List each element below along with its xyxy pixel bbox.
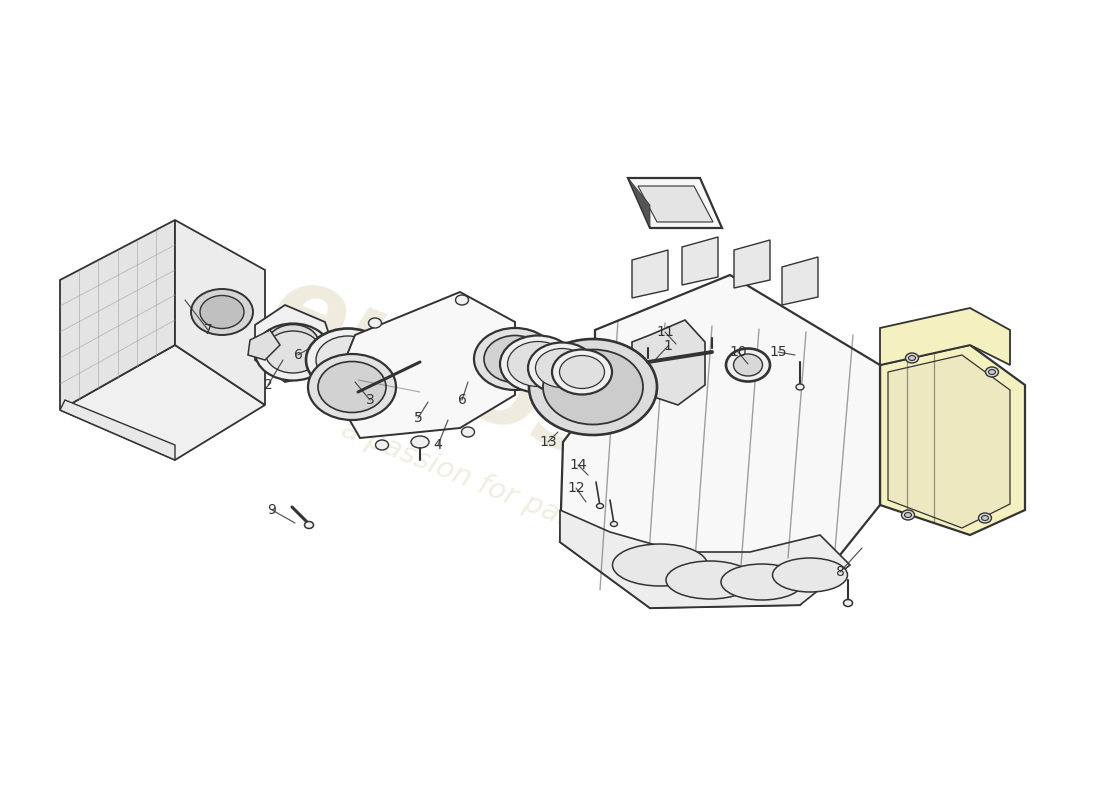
- Text: 8: 8: [836, 565, 845, 579]
- Ellipse shape: [191, 289, 253, 335]
- Text: 4: 4: [433, 438, 442, 452]
- Ellipse shape: [560, 355, 605, 389]
- Text: 2: 2: [264, 378, 273, 392]
- Polygon shape: [734, 240, 770, 288]
- Ellipse shape: [902, 510, 914, 520]
- Polygon shape: [560, 510, 850, 608]
- Ellipse shape: [316, 336, 380, 384]
- Polygon shape: [248, 330, 280, 360]
- Ellipse shape: [986, 367, 999, 377]
- Ellipse shape: [981, 515, 989, 521]
- Polygon shape: [880, 345, 1025, 535]
- Polygon shape: [60, 220, 175, 410]
- Ellipse shape: [462, 427, 474, 437]
- Text: 6: 6: [458, 393, 466, 407]
- Text: 5: 5: [414, 411, 422, 425]
- Text: eurospas: eurospas: [254, 253, 825, 567]
- Ellipse shape: [507, 342, 569, 386]
- Ellipse shape: [844, 599, 852, 606]
- Ellipse shape: [474, 328, 556, 390]
- Ellipse shape: [455, 295, 469, 305]
- Ellipse shape: [255, 323, 331, 381]
- Polygon shape: [560, 275, 880, 608]
- Ellipse shape: [306, 329, 390, 391]
- Ellipse shape: [666, 561, 754, 599]
- Ellipse shape: [796, 384, 804, 390]
- Polygon shape: [880, 308, 1010, 365]
- Text: a passion for parts since...: a passion for parts since...: [337, 415, 703, 585]
- Polygon shape: [632, 320, 705, 405]
- Ellipse shape: [305, 522, 314, 529]
- Ellipse shape: [200, 295, 244, 329]
- Polygon shape: [255, 305, 336, 382]
- Text: 3: 3: [365, 393, 374, 407]
- Ellipse shape: [979, 513, 991, 523]
- Polygon shape: [345, 292, 515, 438]
- Text: 13: 13: [539, 435, 557, 449]
- Polygon shape: [632, 250, 668, 298]
- Polygon shape: [888, 355, 1010, 528]
- Text: 7: 7: [204, 323, 212, 337]
- Text: 1: 1: [663, 339, 672, 353]
- Text: 14: 14: [569, 458, 586, 472]
- Ellipse shape: [909, 355, 915, 361]
- Polygon shape: [60, 345, 265, 460]
- Polygon shape: [628, 178, 722, 228]
- Text: 11: 11: [656, 325, 674, 339]
- Ellipse shape: [500, 335, 576, 393]
- Ellipse shape: [989, 370, 996, 374]
- Ellipse shape: [529, 339, 657, 435]
- Ellipse shape: [318, 362, 386, 413]
- Ellipse shape: [905, 353, 918, 363]
- Ellipse shape: [543, 350, 644, 425]
- Ellipse shape: [904, 513, 912, 518]
- Ellipse shape: [726, 349, 770, 382]
- Text: 12: 12: [568, 481, 585, 495]
- Ellipse shape: [411, 436, 429, 448]
- Ellipse shape: [265, 331, 321, 373]
- Ellipse shape: [610, 522, 617, 526]
- Ellipse shape: [734, 354, 762, 376]
- Ellipse shape: [375, 440, 388, 450]
- Ellipse shape: [613, 544, 707, 586]
- Ellipse shape: [308, 354, 396, 420]
- Ellipse shape: [267, 325, 319, 363]
- Polygon shape: [782, 257, 818, 305]
- Polygon shape: [60, 400, 175, 460]
- Ellipse shape: [368, 318, 382, 328]
- Polygon shape: [682, 237, 718, 285]
- Ellipse shape: [772, 558, 847, 592]
- Ellipse shape: [596, 503, 604, 509]
- Text: 9: 9: [267, 503, 276, 517]
- Polygon shape: [638, 186, 713, 222]
- Ellipse shape: [552, 350, 612, 394]
- Ellipse shape: [528, 342, 596, 394]
- Text: 6: 6: [294, 348, 302, 362]
- Text: 15: 15: [769, 345, 786, 359]
- Polygon shape: [175, 220, 265, 405]
- Ellipse shape: [536, 349, 588, 387]
- Ellipse shape: [720, 564, 803, 600]
- Text: 10: 10: [729, 345, 747, 359]
- Ellipse shape: [484, 335, 546, 382]
- Polygon shape: [628, 178, 650, 228]
